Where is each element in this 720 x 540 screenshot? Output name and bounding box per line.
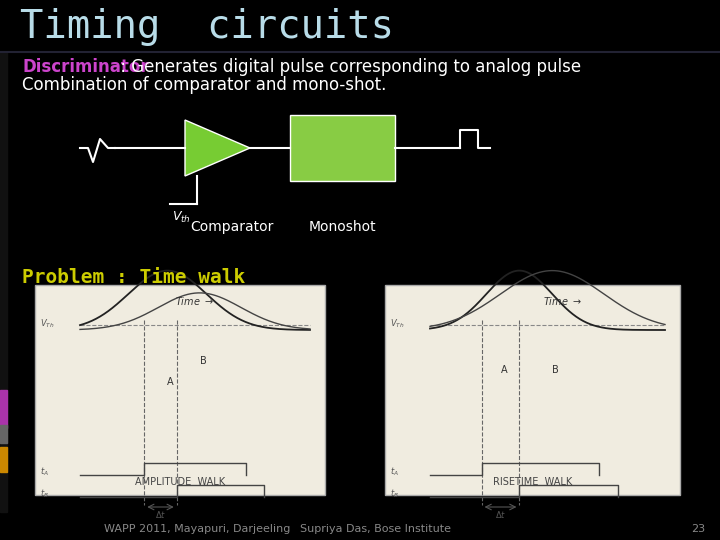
Bar — [385, 285, 680, 495]
Text: Discriminator: Discriminator — [22, 58, 148, 76]
Text: $V_{Th}$: $V_{Th}$ — [390, 318, 405, 330]
Bar — [290, 115, 395, 181]
Text: AMPLITUDE  WALK: AMPLITUDE WALK — [135, 477, 225, 487]
Text: B: B — [552, 365, 559, 375]
Bar — [0, 390, 7, 428]
Bar — [35, 285, 325, 495]
Text: $V_{Th}$: $V_{Th}$ — [40, 318, 55, 330]
Text: $V_{th}$: $V_{th}$ — [172, 210, 191, 225]
Text: WAPP 2011, Mayapuri, Darjeeling: WAPP 2011, Mayapuri, Darjeeling — [104, 524, 290, 534]
Text: Time $\rightarrow$: Time $\rightarrow$ — [543, 295, 582, 307]
Text: Time $\rightarrow$: Time $\rightarrow$ — [175, 295, 214, 307]
Text: Monoshot: Monoshot — [309, 220, 377, 234]
Text: B: B — [199, 356, 207, 366]
Text: : Generates digital pulse corresponding to analog pulse: : Generates digital pulse corresponding … — [115, 58, 581, 76]
Text: $\Delta t$: $\Delta t$ — [155, 509, 166, 520]
Text: A: A — [167, 377, 174, 387]
Text: Timing  circuits: Timing circuits — [20, 8, 394, 46]
Text: $t_A$: $t_A$ — [40, 465, 49, 477]
Text: A: A — [500, 365, 507, 375]
Text: Comparator: Comparator — [190, 220, 274, 234]
Text: RISETIME  WALK: RISETIME WALK — [493, 477, 572, 487]
Bar — [0, 52, 7, 512]
Bar — [0, 425, 7, 443]
Text: $t_B$: $t_B$ — [40, 487, 49, 500]
Text: $\Delta t$: $\Delta t$ — [495, 509, 506, 520]
Text: Supriya Das, Bose Institute: Supriya Das, Bose Institute — [300, 524, 451, 534]
Text: 23: 23 — [691, 524, 705, 534]
Text: Combination of comparator and mono-shot.: Combination of comparator and mono-shot. — [22, 76, 387, 94]
Polygon shape — [185, 120, 250, 176]
Text: $t_B$: $t_B$ — [390, 487, 399, 500]
Bar — [0, 447, 7, 472]
Text: $t_A$: $t_A$ — [390, 465, 399, 477]
Text: Problem : Time walk: Problem : Time walk — [22, 268, 246, 287]
